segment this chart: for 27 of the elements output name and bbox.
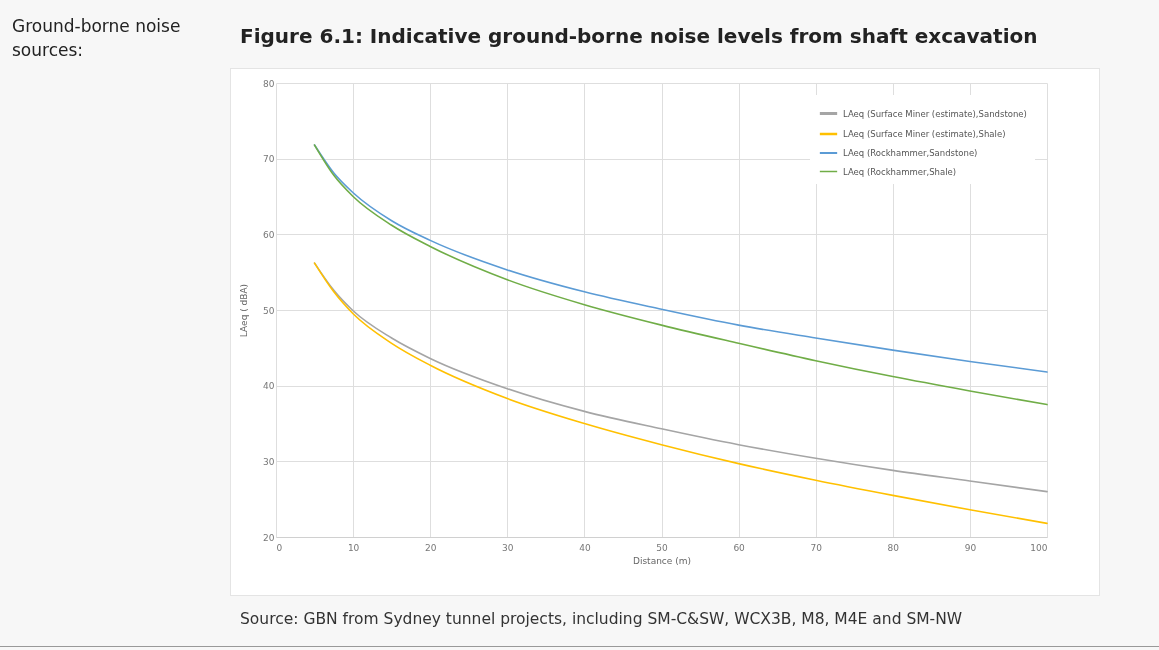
x-tick-label: 20	[424, 542, 437, 553]
x-tick-label: 40	[579, 542, 591, 553]
legend-label: LAeq (Rockhammer,Sandstone)	[843, 148, 978, 158]
chart-title: Figure 6.1: Indicative ground-borne noise levels from shaft excavation	[240, 24, 1038, 48]
x-tick-label: 100	[1030, 542, 1048, 553]
y-tick-label: 80	[263, 78, 275, 89]
y-axis-title: LAeq ( dBA)	[239, 283, 250, 338]
y-tick-label: 30	[263, 456, 275, 467]
y-tick-label: 20	[263, 532, 275, 543]
y-tick-label: 70	[263, 154, 275, 165]
x-axis-title: Distance (m)	[632, 555, 692, 566]
x-tick-label: 90	[964, 542, 977, 553]
x-tick-label: 60	[733, 542, 746, 553]
source-note: Source: GBN from Sydney tunnel projects, including SM-C&SW, WCX3B, M8, M4E and SM-NW	[240, 610, 963, 628]
y-tick-label: 50	[263, 305, 275, 316]
x-tick-label: 70	[810, 542, 823, 553]
x-tick-label: 80	[887, 542, 900, 553]
legend-label: LAeq (Surface Miner (estimate),Sandstone)	[843, 108, 1027, 119]
x-tick-label: 0	[276, 542, 283, 553]
legend-label: LAeq (Rockhammer,Shale)	[843, 166, 957, 177]
x-tick-label: 10	[347, 542, 360, 553]
text: Ground-borne noise sources:	[12, 15, 182, 62]
y-tick-label: 60	[263, 229, 275, 240]
y-tick-label: 40	[263, 381, 275, 392]
x-tick-label: 30	[502, 542, 514, 553]
legend-label: LAeq (Surface Miner (estimate),Shale)	[843, 129, 1006, 139]
x-tick-label: 50	[656, 542, 668, 553]
